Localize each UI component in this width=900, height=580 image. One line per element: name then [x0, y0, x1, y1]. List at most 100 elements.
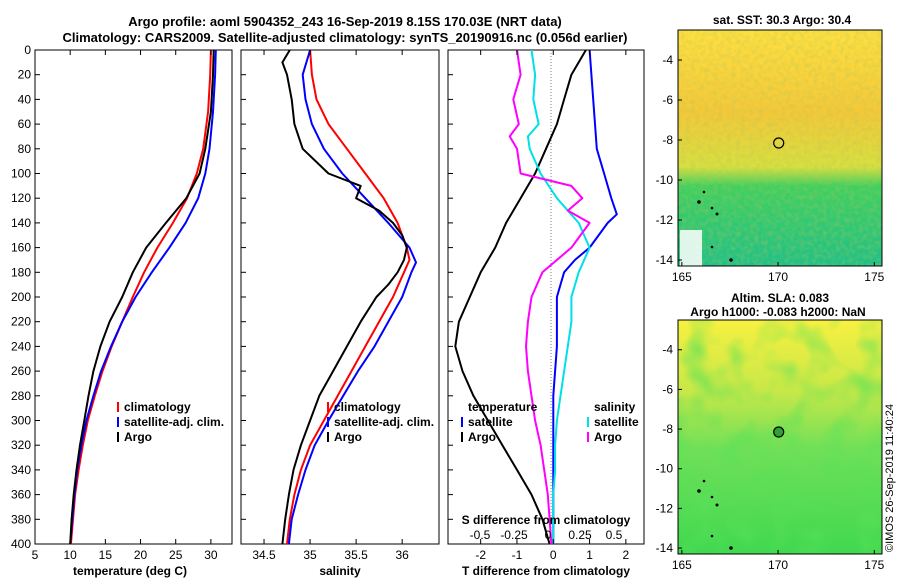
island-dot [697, 489, 701, 493]
y-tick-label: 300 [11, 414, 31, 428]
sla-map-frame [677, 319, 883, 555]
salinity-legend: climatology satellite-adj. clim. Argo [327, 400, 434, 444]
legend-temperature-title: temperature [468, 400, 538, 414]
island-dot [710, 206, 714, 210]
legend-satellite-label: satellite-adj. clim. [334, 415, 434, 429]
legend-t-argo-label: Argo [468, 430, 496, 444]
figure-title-line2: Climatology: CARS2009. Satellite-adjuste… [63, 30, 628, 45]
s-tick-label: 0.5 [606, 528, 623, 542]
difference-legend: temperature satellite Argo salinity sate… [461, 400, 639, 444]
y-tick-label: 40 [18, 92, 32, 106]
y-tick-label: 120 [11, 191, 31, 205]
map-x-tick-label: 170 [768, 270, 788, 284]
y-tick-label: 320 [11, 438, 31, 452]
map-x-tick-label: 170 [768, 558, 788, 572]
map-y-tick-label: -12 [656, 501, 674, 515]
map-y-tick-label: -12 [656, 213, 674, 227]
temperature-series-argo [69, 49, 215, 545]
argo-float-marker [773, 426, 785, 438]
island-dot [702, 190, 706, 194]
island-dot [697, 200, 701, 204]
island-dot [729, 258, 733, 262]
y-tick-label: 0 [24, 43, 31, 57]
island-dot [710, 245, 714, 249]
map-y-tick-label: -4 [662, 343, 673, 357]
x-tick-label: 20 [134, 548, 148, 562]
difference-series-salinity-satellite [526, 49, 591, 544]
s-tick-label: 0.25 [568, 528, 592, 542]
y-tick-label: 200 [11, 290, 31, 304]
difference-plot-frame [447, 49, 645, 545]
x-tick-label: -2 [475, 548, 486, 562]
difference-series-temperature-argo [454, 49, 587, 545]
temperature-series-climatology [69, 49, 212, 545]
x-tick-label: 1 [586, 548, 593, 562]
island-dot [702, 479, 706, 483]
salinity-series-argo [281, 49, 408, 545]
difference-panel: -2 -1 0 1 2 T difference from climatology S … [447, 49, 645, 578]
island-markers [697, 190, 733, 262]
salinity-series-climatology [286, 49, 411, 545]
legend-t-satellite-label: satellite [468, 415, 513, 429]
s-difference-axis-label: S difference from climatology [462, 513, 631, 527]
y-tick-label: 160 [11, 241, 31, 255]
legend-climatology-label: climatology [334, 400, 401, 414]
map-y-tick-label: -8 [662, 133, 673, 147]
map-y-tick-label: -6 [662, 93, 673, 107]
imos-timestamp: ©IMOS 26-Sep-2019 11:40:24 [884, 404, 896, 552]
map-x-tick-label: 165 [672, 270, 692, 284]
y-tick-label: 340 [11, 463, 31, 477]
temperature-legend: climatology satellite-adj. clim. Argo [117, 400, 224, 444]
y-tick-label: 20 [18, 68, 32, 82]
sst-map-panel: sat. SST: 30.3 Argo: 30.4 165 170 175 -4 -6… [656, 13, 885, 284]
y-tick-label: 140 [11, 216, 31, 230]
y-tick-label: 380 [11, 512, 31, 526]
salinity-series-satellite-adj-clim- [287, 49, 417, 545]
y-tick-label: 80 [18, 142, 32, 156]
island-dot [715, 503, 719, 507]
x-tick-label: 2 [623, 548, 630, 562]
x-tick-label: 10 [63, 548, 77, 562]
x-tick-label: 15 [99, 548, 113, 562]
legend-argo-label: Argo [124, 430, 152, 444]
salinity-plot-frame [240, 49, 440, 545]
legend-argo-label: Argo [334, 430, 362, 444]
s-tick-label: -0.25 [500, 528, 528, 542]
y-tick-label: 280 [11, 389, 31, 403]
x-tick-label: -1 [512, 548, 523, 562]
y-tick-label: 100 [11, 167, 31, 181]
y-tick-label: 240 [11, 339, 31, 353]
map-x-tick-label: 175 [864, 558, 884, 572]
x-tick-label: 25 [169, 548, 183, 562]
y-tick-label: 400 [11, 537, 31, 551]
sst-map-frame [677, 29, 883, 267]
s-tick-label: 0 [545, 528, 552, 542]
y-tick-label: 260 [11, 364, 31, 378]
island-dot [715, 212, 719, 216]
x-tick-label: 5 [32, 548, 39, 562]
difference-top-axis: S difference from climatology -0.5 -0.25… [462, 513, 631, 542]
x-tick-label: 35.5 [344, 548, 368, 562]
map-x-tick-label: 175 [864, 270, 884, 284]
legend-s-satellite-label: satellite [594, 415, 639, 429]
y-tick-label: 180 [11, 265, 31, 279]
map-y-tick-label: -14 [656, 541, 674, 555]
island-dot [710, 534, 714, 538]
map-x-tick-label: 165 [672, 558, 692, 572]
y-tick-label: 220 [11, 315, 31, 329]
x-tick-label: 30 [204, 548, 218, 562]
map-y-tick-label: -8 [662, 422, 673, 436]
x-tick-label: 36 [395, 548, 409, 562]
salinity-x-axis-label: salinity [319, 564, 361, 578]
y-tick-label: 360 [11, 488, 31, 502]
map-y-tick-label: -6 [662, 382, 673, 396]
temperature-x-axis-label: temperature (deg C) [73, 564, 187, 578]
s-tick-label: -0.5 [470, 528, 491, 542]
sst-cloud-mask [680, 230, 702, 266]
map-y-tick-label: -10 [656, 462, 674, 476]
x-tick-label: 35 [303, 548, 317, 562]
map-y-tick-label: -10 [656, 173, 674, 187]
legend-s-argo-label: Argo [594, 430, 622, 444]
sst-map-title: sat. SST: 30.3 Argo: 30.4 [713, 13, 852, 27]
